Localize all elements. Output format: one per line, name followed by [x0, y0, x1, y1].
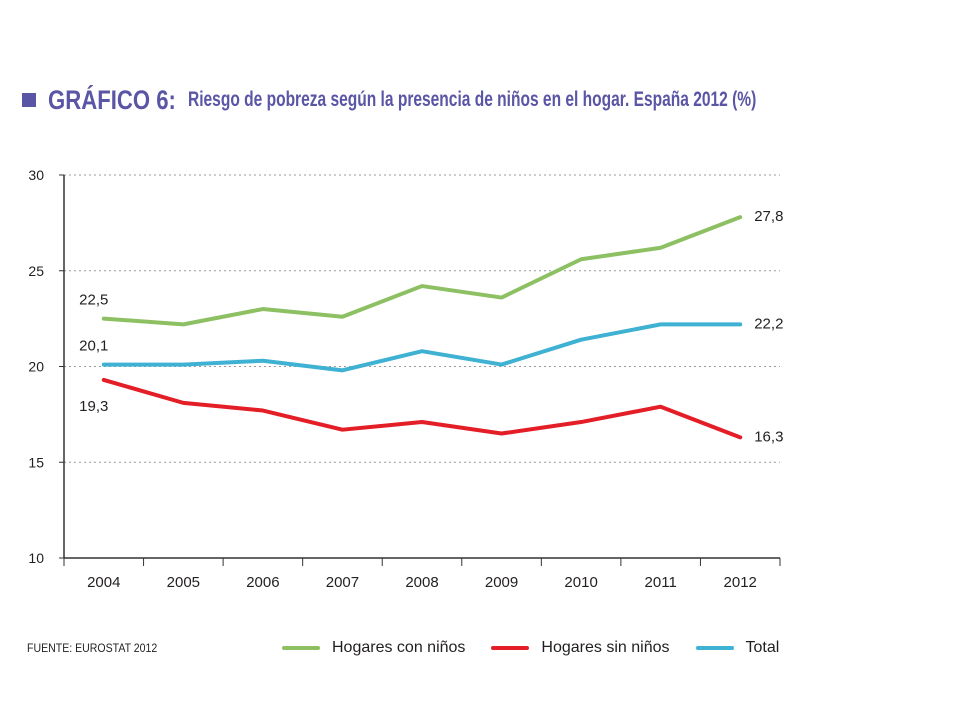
x-tick-label: 2009	[485, 574, 518, 591]
legend-item: Total	[695, 639, 780, 657]
y-tick-label: 25	[28, 263, 44, 279]
series-line-hogares-sin-ninos	[101, 377, 743, 440]
legend-swatch	[695, 646, 734, 650]
y-tick-label: 10	[28, 550, 44, 566]
x-tick-label: 2012	[724, 574, 757, 591]
source-note: FUENTE: EUROSTAT 2012	[27, 641, 158, 655]
y-tick-label: 30	[28, 167, 44, 183]
chart-title-text: Riesgo de pobreza según la presencia de …	[188, 88, 757, 111]
data-label: 20,1	[79, 338, 108, 355]
x-tick-label: 2011	[645, 574, 677, 591]
y-tick-label: 20	[28, 359, 44, 375]
x-tick-label: 2007	[326, 574, 359, 591]
x-tick-label: 2010	[564, 574, 597, 591]
legend: Hogares con niños Hogares sin niños Total	[282, 636, 805, 660]
data-label: 22,2	[754, 315, 783, 332]
chart-title-prefix: GRÁFICO 6:	[48, 84, 176, 115]
y-tick-label: 15	[28, 454, 44, 470]
series-line-hogares-con-ninos	[101, 215, 743, 327]
legend-swatch	[491, 646, 530, 650]
legend-item: Hogares con niños	[282, 639, 465, 657]
data-label: 19,3	[79, 398, 108, 415]
data-label: 22,5	[79, 292, 108, 309]
title-square-icon	[22, 93, 36, 107]
chart-title: GRÁFICO 6: Riesgo de pobreza según la pr…	[22, 82, 956, 118]
legend-label: Total	[745, 639, 780, 656]
legend-label: Hogares con niños	[332, 639, 466, 656]
x-tick-label: 2005	[167, 574, 200, 591]
legend-swatch	[282, 646, 320, 650]
series-line-total	[101, 322, 743, 373]
x-tick-label: 2004	[87, 574, 120, 591]
data-label: 16,3	[754, 428, 783, 445]
x-tick-label: 2008	[405, 574, 438, 591]
x-tick-label: 2006	[246, 574, 279, 591]
legend-item: Hogares sin niños	[491, 639, 670, 657]
data-label: 27,8	[754, 208, 783, 225]
legend-label: Hogares sin niños	[541, 639, 670, 656]
